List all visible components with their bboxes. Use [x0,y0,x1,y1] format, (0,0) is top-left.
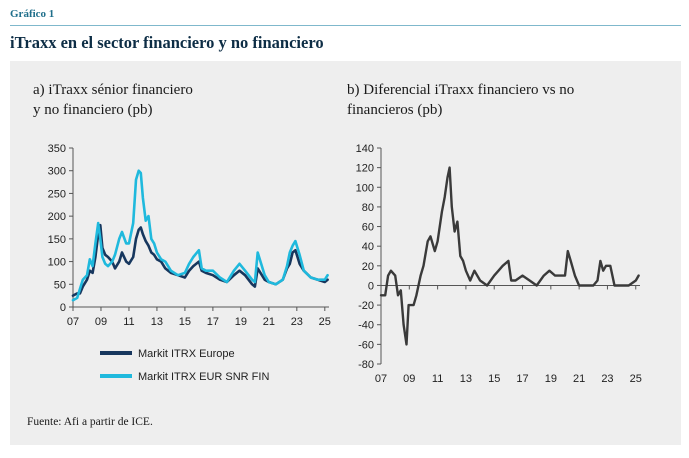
y-tick-label: 200 [48,211,66,223]
y-tick-label: -20 [358,300,374,312]
x-tick-label: 21 [263,316,275,328]
series-line-0 [379,166,640,346]
y-tick-label: 150 [48,234,66,246]
x-tick-label: 19 [235,316,247,328]
x-tick-label: 07 [375,373,387,385]
figure-title: iTraxx en el sector financiero y no fina… [10,33,324,52]
y-tick-label: 250 [48,188,66,200]
y-tick-label: -80 [358,359,374,371]
x-tick-label: 23 [291,316,303,328]
top-divider [10,25,681,26]
y-tick-label: 60 [362,222,374,234]
y-tick-label: -60 [358,339,374,351]
y-tick-label: 140 [356,143,374,155]
legend-label: Markit ITRX Europe [138,348,235,360]
x-tick-label: 19 [545,373,557,385]
x-tick-label: 13 [151,316,163,328]
x-tick-label: 17 [207,316,219,328]
chart-a-title: a) iTraxx sénior financiero y no financi… [33,82,193,118]
chart-a: 0 50 100 150 200 250 300 350 07 09 11 13 15 17 19 21 23 2… [48,143,331,383]
y-tick-label: 40 [362,241,374,253]
y-tick-label: 100 [48,257,66,269]
y-tick-label: 50 [54,279,66,291]
x-tick-label: 25 [319,316,331,328]
x-tick-label: 13 [460,373,472,385]
y-tick-label: 20 [362,261,374,273]
source-note: Fuente: Afi a partir de ICE. [27,416,153,428]
y-tick-label: 120 [356,163,374,175]
y-tick-label: 300 [48,166,66,178]
x-tick-label: 17 [516,373,528,385]
x-tick-label: 11 [432,373,443,385]
x-tick-label: 09 [95,316,107,328]
figure-label: Gráfico 1 [10,8,55,20]
x-tick-label: 11 [123,316,134,328]
x-tick-label: 09 [403,373,415,385]
x-tick-label: 15 [179,316,191,328]
legend-label: Markit ITRX EUR SNR FIN [138,371,269,383]
chart-b-title: b) Diferencial iTraxx financiero vs no f… [347,82,575,118]
x-tick-label: 23 [601,373,613,385]
y-tick-label: 0 [60,302,66,314]
x-tick-label: 07 [67,316,79,328]
x-tick-label: 15 [488,373,500,385]
y-tick-label: 100 [356,182,374,194]
x-tick-label: 21 [573,373,585,385]
x-tick-label: 25 [630,373,642,385]
chart-b: -80 -60 -40 -20 0 20 40 60 80 100 120 140 07 09 11 13 15… [356,143,642,385]
series-line-markit-itrx-eur-snr-fin [71,169,329,302]
y-tick-label: 0 [368,280,374,292]
legend: Markit ITRX Europe Markit ITRX EUR SNR FI… [100,348,269,383]
y-tick-label: 80 [362,202,374,214]
y-tick-label: -40 [358,320,374,332]
y-tick-label: 350 [48,143,66,155]
